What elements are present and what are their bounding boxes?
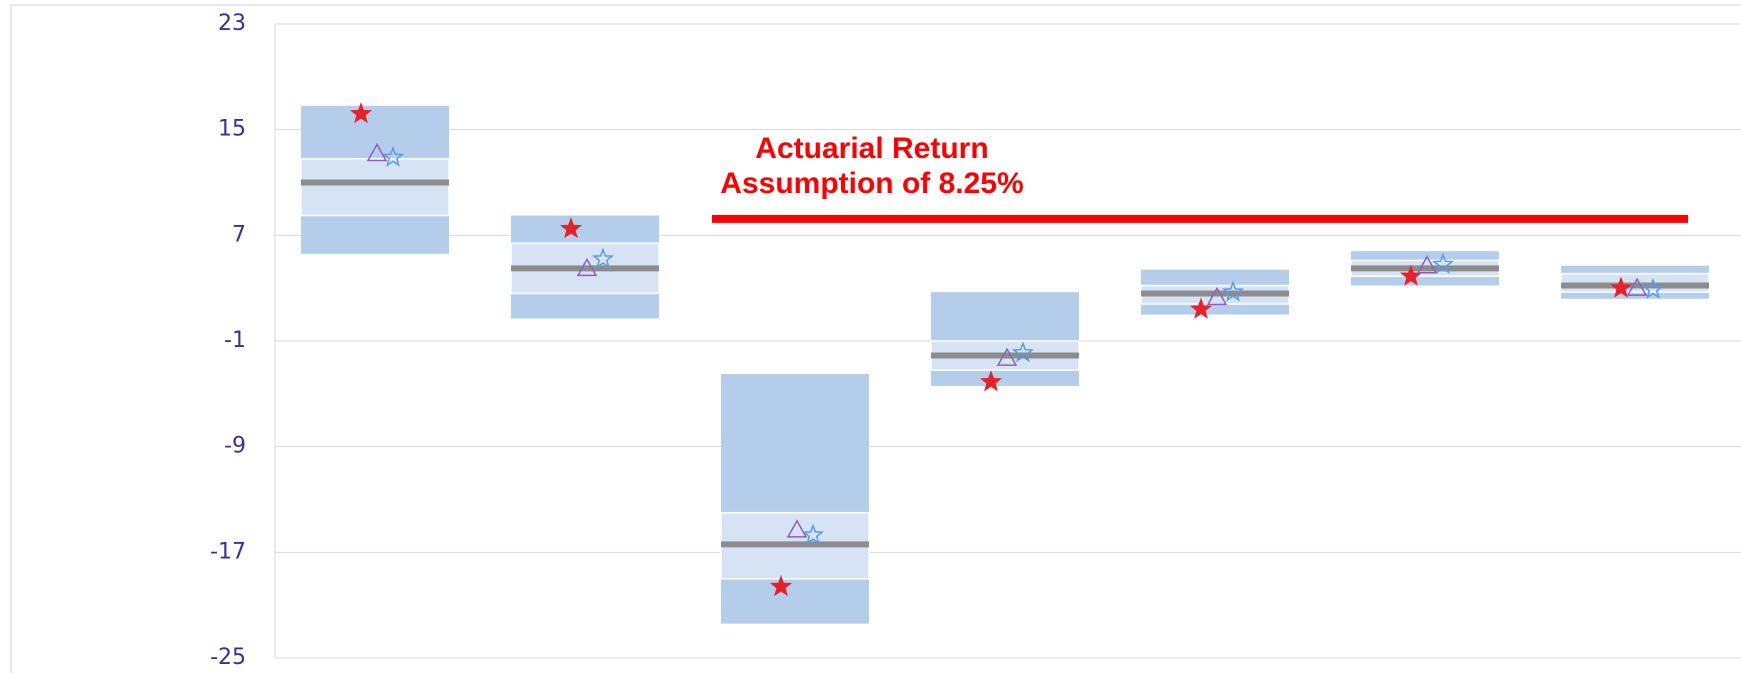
- annotation: Actuarial Return: [755, 132, 988, 165]
- star-marker: [979, 370, 1003, 392]
- star-marker: [1641, 277, 1665, 299]
- triangle-marker: [1416, 255, 1438, 274]
- y-tick-label: 23: [218, 11, 246, 36]
- y-tick-label: -17: [210, 539, 246, 564]
- box-quartile: [300, 157, 450, 217]
- annotation: Assumption of 8.25%: [720, 167, 1023, 200]
- y-tick-label: -1: [224, 328, 246, 353]
- star-marker: [381, 145, 405, 167]
- star-marker: [1431, 252, 1455, 274]
- triangle-marker: [996, 347, 1018, 366]
- star-marker: [1011, 341, 1035, 363]
- frame: [10, 4, 1741, 673]
- star-marker: [1221, 280, 1245, 302]
- triangle-marker: [786, 519, 808, 538]
- star-marker: [591, 247, 615, 269]
- y-tick-label: 7: [232, 222, 246, 247]
- y-tick-label: 15: [218, 117, 246, 142]
- star-marker: [349, 102, 373, 124]
- y-tick-label: -25: [210, 645, 246, 670]
- star-marker: [801, 523, 825, 545]
- triangle-marker: [1206, 286, 1228, 306]
- star-marker: [559, 217, 583, 239]
- box-range: [721, 374, 869, 624]
- triangle-marker: [366, 142, 388, 162]
- triangle-marker: [576, 257, 598, 277]
- y-tick-label: -9: [224, 434, 246, 459]
- star-marker: [1189, 297, 1213, 319]
- triangle-marker: [1626, 277, 1648, 296]
- star-marker: [769, 575, 793, 597]
- box-range: [931, 292, 1079, 386]
- star-marker: [1609, 276, 1633, 298]
